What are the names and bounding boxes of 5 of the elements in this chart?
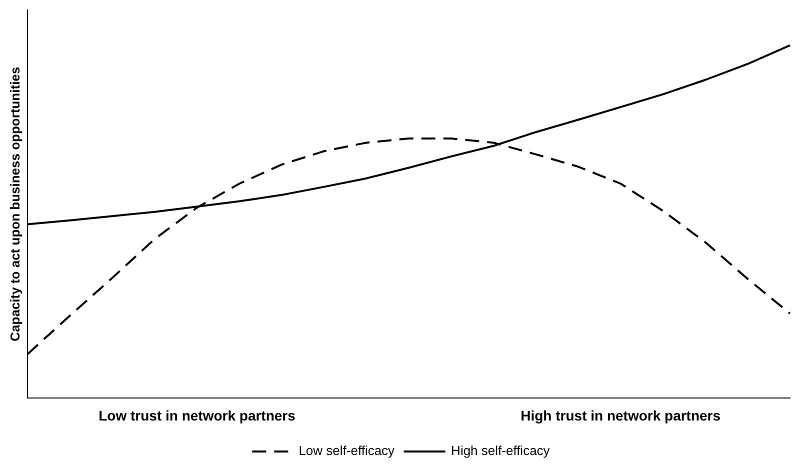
legend-label: Low self-efficacy (298, 443, 396, 458)
y-axis-title: Capacity to act upon business opportunities (7, 66, 22, 342)
x-tick-label: High trust in network partners (520, 407, 721, 424)
x-tick-label: Low trust in network partners (98, 407, 296, 424)
legend-label: High self-efficacy (451, 443, 550, 458)
